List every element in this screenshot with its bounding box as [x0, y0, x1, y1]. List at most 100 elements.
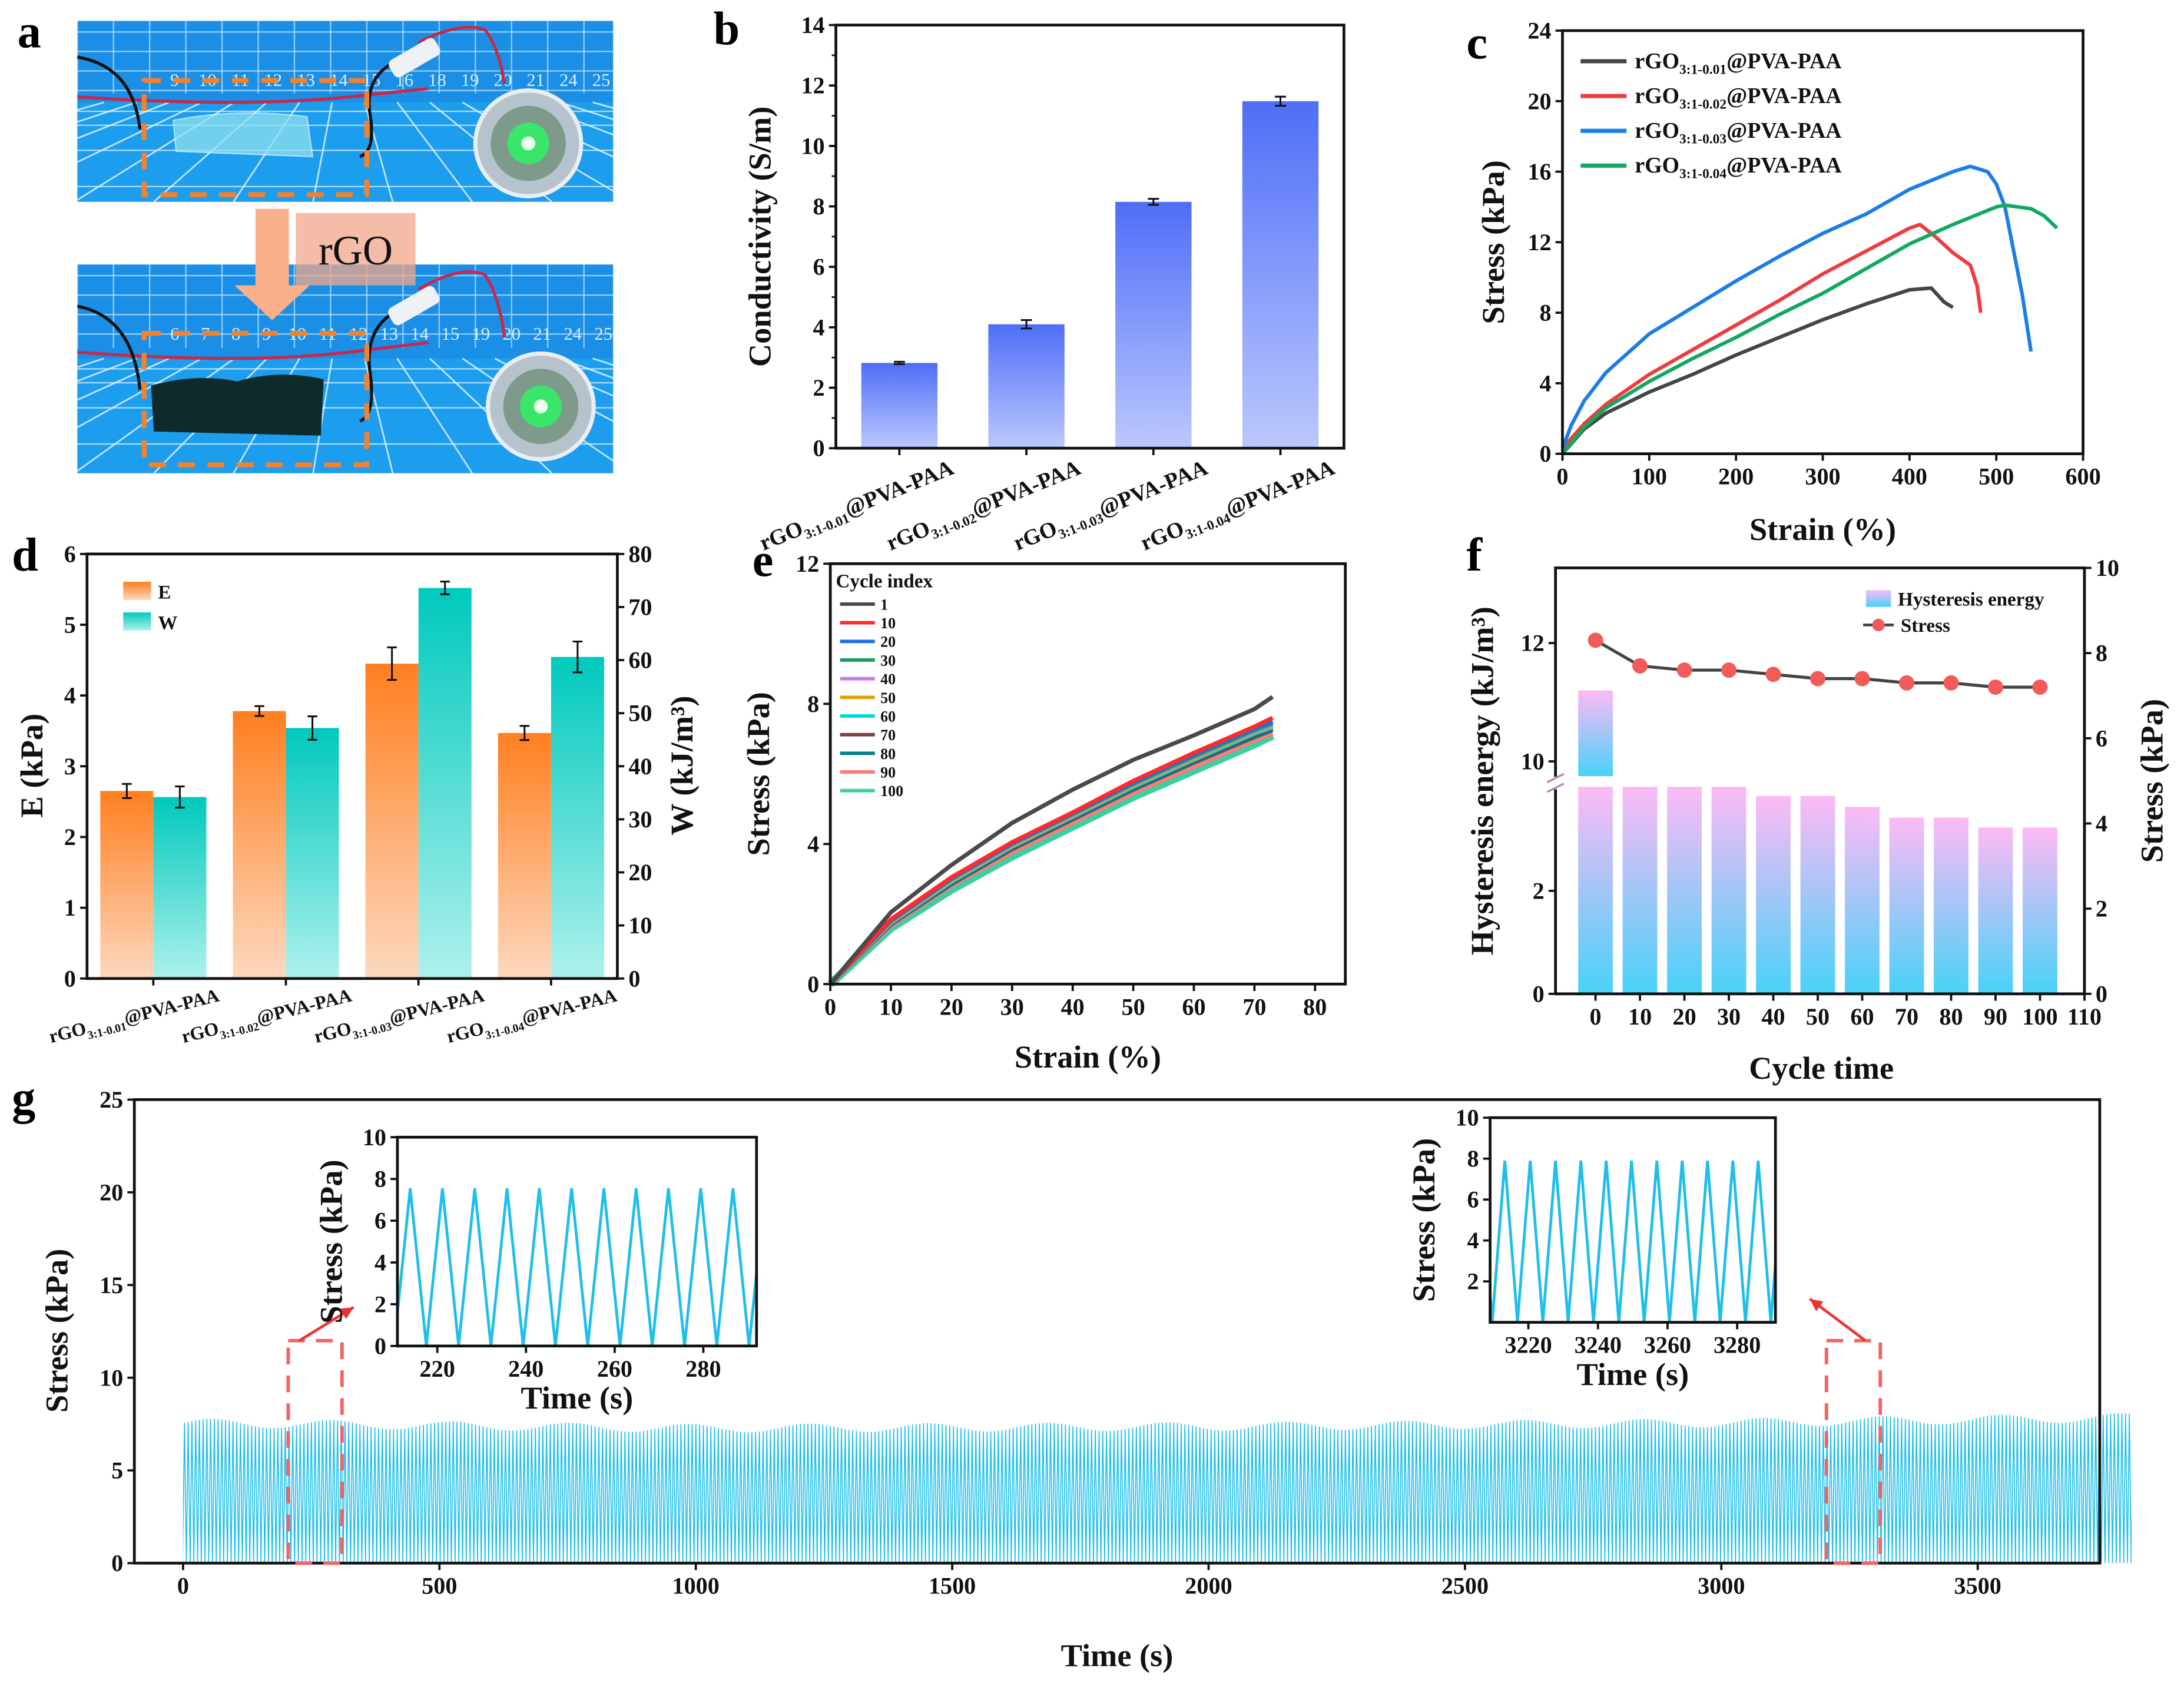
bar [1115, 201, 1192, 449]
y-tick-label: 40 [628, 753, 652, 780]
panel-label-c: c [1466, 16, 1487, 69]
x-tick-label: 10 [879, 993, 903, 1020]
x-tick-label: 30 [1717, 1003, 1741, 1030]
grid-line [77, 357, 170, 401]
inset-background [1490, 1118, 1776, 1323]
legend-marker [1872, 618, 1885, 632]
x-tick-label: 300 [1805, 463, 1840, 490]
y-tick-label: 0 [1539, 440, 1551, 467]
y-tick-label: 4 [375, 1249, 386, 1276]
label-base: rGO [1635, 49, 1679, 74]
legend-swatch-hysteresis [1865, 590, 1891, 607]
label-base: rGO [1635, 118, 1679, 143]
x-axis-label: Strain (%) [1749, 512, 1896, 547]
ruler-number: 19 [461, 70, 479, 90]
bar-upper-segment [1578, 690, 1613, 777]
grid-line [312, 358, 333, 473]
black-wire [77, 55, 142, 130]
black-wire [359, 59, 399, 158]
label-subscript: 3:1-0.02 [929, 511, 979, 542]
legend-label: 20 [880, 634, 896, 651]
legend-label: 100 [880, 783, 903, 800]
grid-line [559, 101, 614, 121]
inset-x-axis-label: Time (s) [1576, 1357, 1689, 1392]
x-tick-label: 80 [1939, 1003, 1963, 1030]
x-axis-label: Cycle time [1749, 1050, 1894, 1086]
x-tick-label: 3260 [1644, 1332, 1691, 1358]
x-tick-label: 10 [1628, 1003, 1652, 1030]
axis-break-icon [1546, 773, 1565, 793]
legend-label: 30 [880, 652, 896, 669]
label-subscript: 3:1-0.04 [484, 1020, 526, 1042]
x-tick-label: 3000 [1698, 1573, 1745, 1599]
legend-label: Hysteresis energy [1898, 589, 2044, 610]
x-tick-label: 20 [1672, 1003, 1696, 1030]
legend-label: rGO3:1-0.02@PVA-PAA [1635, 84, 1842, 112]
led-core [521, 136, 535, 151]
label-subscript: 3:1-0.01 [86, 1020, 128, 1042]
arrowhead-icon [339, 1307, 354, 1319]
y-axis-label: Stress (kPa) [1476, 160, 1511, 324]
x-tick-label: 30 [1000, 993, 1024, 1020]
ruler-number: 24 [559, 70, 578, 90]
y-tick-label: 6 [64, 541, 76, 567]
y-tick-label: 30 [628, 806, 652, 833]
y-tick-label: 20 [100, 1179, 123, 1205]
y-tick-label: 6 [813, 254, 825, 280]
x-tick-label: 0 [1590, 1003, 1602, 1030]
panel-label-g: g [12, 1072, 35, 1124]
series-line-3:1-0.02 [1561, 223, 1983, 450]
grid-line [396, 357, 473, 473]
bar-W [418, 588, 472, 979]
ruler-number: 19 [472, 324, 490, 344]
bar-lower-segment [1578, 787, 1613, 994]
x-tick-label: 50 [1121, 993, 1145, 1020]
x-tick-label: 90 [1984, 1003, 2007, 1030]
y-tick-label: 10 [1455, 1105, 1479, 1131]
y-axis-label: E (kPa) [14, 714, 49, 818]
bar-W [286, 728, 339, 979]
y-tick-label: 25 [100, 1086, 123, 1113]
panel-b-conductivity-chart: rGO3:1-0.01@PVA-PAArGO3:1-0.02@PVA-PAArG… [742, 12, 1345, 556]
panel-a-photo: 9 10 11 12 13 14 15 16 18 19 20 21 24 256 7 8 9 10 11 12 13 1… [77, 21, 614, 473]
bar [1622, 787, 1658, 994]
bar [861, 363, 938, 449]
x-tick-label: 3280 [1714, 1332, 1761, 1358]
legend-label: 40 [880, 671, 896, 688]
label-base: rGO [445, 1018, 486, 1047]
y-tick-label: 3 [64, 753, 76, 780]
legend-label: rGO3:1-0.03@PVA-PAA [1635, 118, 1842, 147]
cycle-line-100 [827, 731, 1275, 987]
label-subscript: 3:1-0.03 [352, 1020, 393, 1042]
bar [1667, 787, 1702, 994]
legend-label: 80 [880, 745, 896, 763]
grid-line [77, 101, 203, 163]
y-tick-label: 12 [796, 551, 819, 577]
series-line-3:1-0.01 [1561, 286, 1954, 455]
label-subscript: 3:1-0.01 [802, 511, 851, 542]
y-tick-label: 4 [813, 314, 825, 340]
y-tick-label: 8 [375, 1166, 386, 1192]
y-tick-label: 4 [807, 831, 819, 857]
bar-E [100, 791, 154, 979]
x-tick-label: 3220 [1504, 1332, 1552, 1358]
legend-label: 70 [880, 727, 896, 744]
label-subscript: 3:1-0.01 [1679, 62, 1726, 77]
panel-letters: a b c d e f g [12, 3, 1487, 1124]
label-base: rGO [1635, 153, 1679, 178]
label-subscript: 3:1-0.03 [1056, 511, 1106, 542]
panel-label-f: f [1466, 529, 1483, 581]
inset-chart-2: 2 4 6 8 10 3220 3240 3260 3280 Time (s) Stress (kP… [1406, 1105, 1777, 1392]
y-tick-label: 0 [2096, 980, 2107, 1007]
stress-signal [183, 1413, 2132, 1563]
y-tick-label: 4 [2096, 810, 2107, 837]
panel-c-stress-strain-chart: rGO3:1-0.01@PVA-PAArGO3:1-0.02@PVA-PAArG… [1476, 18, 2100, 548]
label-base: rGO [1137, 516, 1188, 555]
inset-chart-1: 0 2 4 6 8 10 220 240 260 280 Time (s) Stress (kPa) [313, 1124, 758, 1416]
g-axes-frame [132, 1098, 2102, 1565]
red-wire [77, 341, 429, 360]
y-tick-label: 8 [2096, 640, 2107, 667]
bar [1756, 796, 1791, 994]
